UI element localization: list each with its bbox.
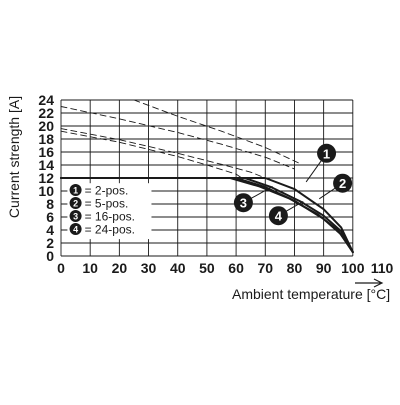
y-axis-label: Current strength [A] — [6, 96, 22, 218]
annotation-badge-4 — [268, 206, 288, 226]
y-tick-label: 24 — [38, 92, 54, 108]
y-tick-label: 2 — [46, 235, 54, 251]
x-tick-label: 50 — [199, 260, 215, 276]
y-tick-label: 6 — [46, 209, 54, 225]
series-line-4 — [60, 177, 354, 254]
legend-marker-3 — [69, 210, 82, 222]
annotation-number: 1 — [323, 146, 330, 161]
x-tick-label: 0 — [57, 260, 65, 276]
axes: 0 10 20 30 40 50 60 70 80 90 100 110024681012141618… — [38, 92, 393, 276]
legend-label: = 5-pos. — [85, 197, 129, 211]
series-line-2 — [60, 177, 354, 254]
legend-label: = 24-pos. — [85, 223, 135, 237]
y-tick-label: 10 — [38, 183, 54, 199]
legend-marker-number: 4 — [73, 225, 78, 235]
annotation-number: 2 — [339, 176, 346, 191]
legend-marker-1 — [69, 184, 82, 196]
y-tick-label: 14 — [38, 157, 54, 173]
x-tick-label: 20 — [112, 260, 128, 276]
y-tick-label: 0 — [46, 248, 54, 264]
annotation-number: 4 — [275, 209, 283, 224]
y-tick-label: 4 — [46, 222, 54, 238]
x-tick-label: 60 — [228, 260, 244, 276]
annotation-badge-3 — [233, 193, 253, 213]
dashed-reference-line — [60, 106, 295, 170]
dashed-reference-line — [60, 128, 266, 179]
y-tick-label: 12 — [38, 170, 54, 186]
x-tick-label: 40 — [170, 260, 186, 276]
legend-label: = 16-pos. — [85, 210, 135, 224]
y-tick-label: 16 — [38, 144, 54, 160]
y-tick-label: 20 — [38, 118, 54, 134]
x-tick-label: 10 — [82, 260, 98, 276]
dashed-reference-line — [60, 130, 243, 179]
y-tick-label: 18 — [38, 131, 54, 147]
x-tick-label: 80 — [287, 260, 303, 276]
legend-marker-4 — [69, 223, 82, 235]
dashed-reference-line — [133, 99, 301, 165]
annotation-number: 3 — [240, 196, 247, 211]
x-tick-label: 30 — [141, 260, 157, 276]
annotation-badge-1 — [317, 143, 337, 163]
x-axis-label: Ambient temperature [°C] — [232, 286, 390, 302]
legend: 1 = 2-pos. 2 = 5-pos. 3 = 16-pos. 4 = 24-pos. — [69, 184, 135, 237]
legend-marker-number: 1 — [73, 186, 78, 196]
legend-label: = 2-pos. — [85, 184, 129, 198]
x-tick-label: 110 — [371, 260, 394, 276]
x-tick-label: 90 — [316, 260, 332, 276]
y-tick-label: 22 — [38, 105, 54, 121]
legend-marker-number: 2 — [73, 199, 78, 209]
series — [60, 99, 354, 254]
x-tick-label: 100 — [341, 260, 365, 276]
y-tick-label: 8 — [46, 196, 54, 212]
legend-marker-2 — [69, 197, 82, 209]
annotations: 12 3 4 — [233, 143, 353, 226]
x-tick-label: 70 — [257, 260, 273, 276]
annotation-badge-2 — [333, 173, 353, 193]
legend-marker-number: 3 — [73, 212, 78, 222]
x-axis-arrow-icon — [355, 278, 384, 288]
